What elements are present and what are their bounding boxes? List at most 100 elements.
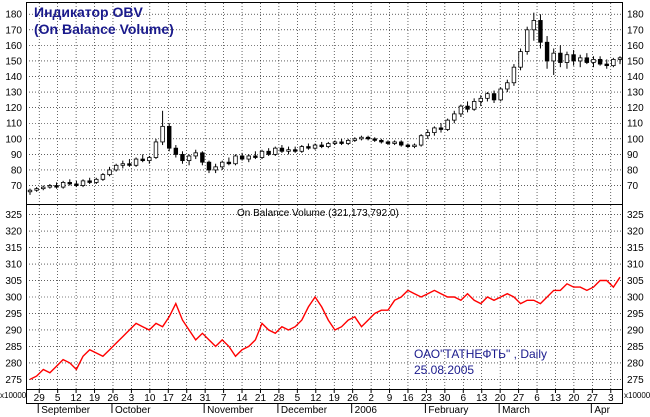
candle xyxy=(292,146,298,153)
candle xyxy=(385,140,391,146)
candle xyxy=(180,151,185,164)
candle xyxy=(578,54,583,68)
chart-subtitle: (On Balance Volume) xyxy=(34,21,174,37)
candle-body-up xyxy=(478,97,483,102)
candle xyxy=(471,98,477,111)
x-month-label: September xyxy=(41,405,91,416)
candle xyxy=(253,151,258,160)
candle xyxy=(47,183,53,189)
candle xyxy=(153,138,159,160)
x-month-label: Apr xyxy=(594,405,610,416)
candle-body-down xyxy=(544,41,550,62)
candle-body-up xyxy=(233,155,238,165)
candle xyxy=(332,140,338,146)
x-month-label: February xyxy=(428,405,468,416)
price-tick-label-left: 150 xyxy=(5,56,22,67)
candle xyxy=(544,36,550,69)
candle xyxy=(611,57,616,68)
obv-tick-label-left: 305 xyxy=(5,276,22,287)
candle xyxy=(233,154,238,166)
candle xyxy=(200,151,205,166)
obv-tick-label-right: 280 xyxy=(627,358,644,369)
candle xyxy=(418,134,424,147)
candle xyxy=(379,138,384,144)
candle-body-up xyxy=(273,147,278,155)
candle-body-down xyxy=(604,63,609,67)
candle-body-up xyxy=(518,51,523,68)
x-day-label: 3 xyxy=(129,393,135,404)
candle xyxy=(551,48,556,75)
obv-tick-label-right: 320 xyxy=(627,227,644,238)
candle xyxy=(339,138,344,146)
candle-body-up xyxy=(412,144,417,148)
candle xyxy=(372,137,377,142)
candle-body-down xyxy=(584,57,590,63)
candle-body-up xyxy=(498,88,503,101)
candle-body-down xyxy=(597,58,603,65)
x-month-label: March xyxy=(502,405,530,416)
price-tick-label-right: 160 xyxy=(627,41,644,52)
candle-body-up xyxy=(332,141,338,144)
x-day-label: 29 xyxy=(34,393,46,404)
price-axis-ticks: 70 70 80 80 90 90 100 100 110 110 120 120 130 130 140 1… xyxy=(5,10,644,192)
obv-tick-label-right: 305 xyxy=(627,276,644,287)
obv-tick-label-right: 290 xyxy=(627,325,644,336)
obv-tick-label-left: 320 xyxy=(5,227,22,238)
x-axis-month-labels: September October November December 2006 Febr… xyxy=(37,403,611,416)
candle xyxy=(392,140,397,146)
price-tick-label-right: 170 xyxy=(627,25,644,36)
candle-body-up xyxy=(471,101,477,110)
candle-body-down xyxy=(372,138,377,141)
obv-tick-label-left: 290 xyxy=(5,325,22,336)
candle xyxy=(246,154,251,163)
candle-body-up xyxy=(531,20,537,31)
price-tick-label-right: 120 xyxy=(627,103,644,114)
obv-series xyxy=(29,276,621,381)
price-tick-label-left: 120 xyxy=(5,103,22,114)
candle xyxy=(259,149,265,160)
obv-tick-label-right: 315 xyxy=(627,243,644,254)
obv-tick-label-right: 275 xyxy=(627,375,644,386)
candle-body-up xyxy=(591,58,596,63)
candle xyxy=(465,101,470,113)
candle xyxy=(173,145,179,158)
candle xyxy=(452,110,457,124)
price-tick-label-right: 70 xyxy=(627,181,639,192)
candle-body-down xyxy=(239,155,245,160)
candle-body-down xyxy=(379,139,384,143)
candle-body-down xyxy=(206,161,212,171)
candle xyxy=(478,95,483,107)
candle-body-down xyxy=(67,182,72,185)
candle-body-up xyxy=(418,135,424,146)
candle xyxy=(425,129,430,139)
candle-body-down xyxy=(200,152,205,163)
x-day-label: 26 xyxy=(347,393,359,404)
x-day-label: 13 xyxy=(476,393,488,404)
x-day-label: 27 xyxy=(587,393,599,404)
x-month-label: December xyxy=(281,405,328,416)
candle xyxy=(286,146,291,155)
obv-tick-label-right: 325 xyxy=(627,210,644,221)
candle xyxy=(160,110,165,146)
candle-body-up xyxy=(617,57,623,60)
x-day-label: 3 xyxy=(608,393,614,404)
candle-body-down xyxy=(465,105,470,110)
candle xyxy=(319,141,324,149)
price-tick-label-right: 100 xyxy=(627,134,644,145)
x-day-label: 20 xyxy=(495,393,507,404)
candle-body-up xyxy=(259,150,265,158)
price-grid xyxy=(26,3,622,204)
candle-body-down xyxy=(438,127,444,130)
candle-body-down xyxy=(571,54,576,62)
candle xyxy=(87,177,92,184)
candle-body-up xyxy=(485,93,490,99)
candle xyxy=(412,143,417,149)
candle xyxy=(239,152,245,161)
candle xyxy=(266,148,271,156)
candle-body-up xyxy=(286,149,291,152)
candle xyxy=(445,118,450,132)
candle-body-up xyxy=(60,182,66,188)
candle xyxy=(186,154,192,166)
candle xyxy=(167,123,172,152)
